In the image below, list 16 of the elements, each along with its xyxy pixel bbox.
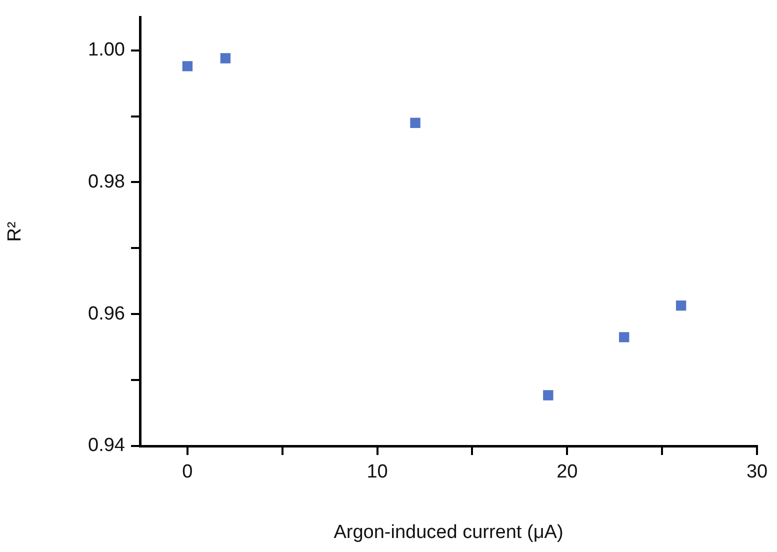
x-tick-label: 20 — [556, 462, 578, 483]
y-tick-label: 1.00 — [88, 40, 125, 61]
point — [676, 300, 686, 311]
point — [619, 332, 630, 342]
point — [220, 53, 231, 64]
point — [182, 61, 193, 72]
x-tick-label: 0 — [182, 462, 193, 483]
point — [410, 118, 420, 128]
x-axis-title: Argon-induced current (μA) — [334, 522, 564, 543]
x-tick-label: 30 — [746, 462, 768, 483]
point — [543, 390, 554, 400]
y-tick-label: 0.98 — [88, 171, 125, 192]
y-axis-title: R² — [4, 222, 26, 242]
text: 0.94 — [88, 435, 125, 456]
y-tick-label: 0.96 — [88, 303, 125, 324]
x-tick-label: 10 — [366, 462, 388, 483]
